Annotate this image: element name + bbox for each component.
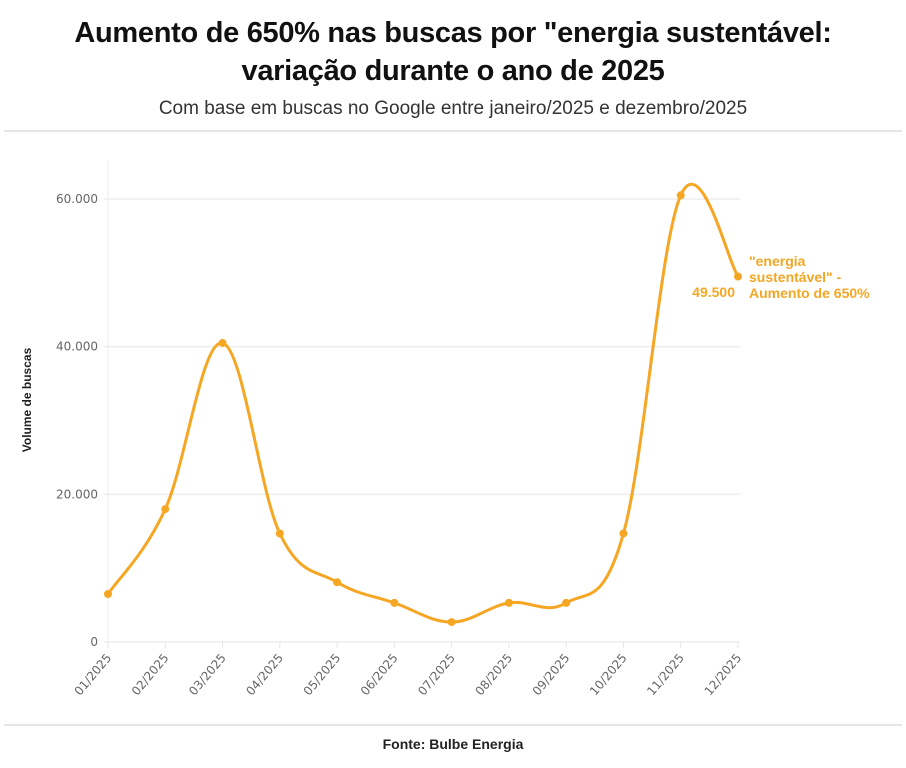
- series-label-line3: Aumento de 650%: [749, 285, 870, 301]
- bottom-divider: [4, 724, 902, 726]
- data-points: [104, 191, 742, 627]
- data-point: [447, 618, 456, 627]
- y-axis-label: Volume de buscas: [20, 347, 34, 452]
- x-tick-label: 05/2025: [301, 651, 344, 698]
- x-tick-label: 07/2025: [415, 651, 458, 698]
- y-tick-label: 20.000: [56, 487, 98, 501]
- y-tick-label: 0: [90, 635, 98, 649]
- x-tick-label: 09/2025: [530, 651, 573, 698]
- y-tick-label: 60.000: [56, 192, 98, 206]
- chart-subtitle: Com base em buscas no Google entre janei…: [158, 98, 748, 119]
- data-point: [333, 578, 342, 587]
- series-line: [106, 182, 740, 624]
- data-point: [676, 191, 685, 200]
- chart-title: Aumento de 650% nas buscas por "energia …: [0, 14, 906, 90]
- y-tick-label: 40.000: [56, 340, 98, 354]
- chart-title-line2: variação durante o ano de 2025: [241, 55, 665, 87]
- data-point: [275, 529, 284, 538]
- top-divider: [4, 130, 902, 132]
- x-tick-label: 04/2025: [243, 651, 286, 698]
- source-note: Fonte: Bulbe Energia: [382, 736, 524, 752]
- data-point: [161, 505, 170, 514]
- series-label-line1: "energia: [749, 253, 806, 269]
- data-point: [562, 598, 571, 607]
- x-tick-label: 06/2025: [358, 651, 401, 698]
- x-tick-label: 12/2025: [702, 651, 745, 698]
- y-axis-ticks: 0 20.000 40.000 60.000: [56, 192, 98, 649]
- x-tick-label: 10/2025: [587, 651, 630, 698]
- last-value-label: 49.500: [692, 284, 735, 300]
- data-point: [734, 272, 742, 281]
- grid-lines: [104, 160, 740, 648]
- x-tick-label: 02/2025: [129, 651, 172, 698]
- data-point: [504, 598, 513, 607]
- data-point: [218, 338, 227, 347]
- x-axis-ticks: 01/2025 02/2025 03/2025 04/2025 05/2025 06/20…: [72, 651, 745, 698]
- data-point: [390, 598, 399, 607]
- data-point: [104, 590, 112, 599]
- series-label-line2: sustentável" -: [749, 269, 842, 285]
- data-point: [619, 529, 628, 538]
- x-tick-label: 11/2025: [644, 651, 687, 698]
- x-tick-label: 08/2025: [472, 651, 515, 698]
- x-tick-label: 03/2025: [186, 651, 229, 698]
- chart-title-line1: Aumento de 650% nas buscas por "energia …: [74, 17, 832, 49]
- x-tick-label: 01/2025: [72, 651, 115, 698]
